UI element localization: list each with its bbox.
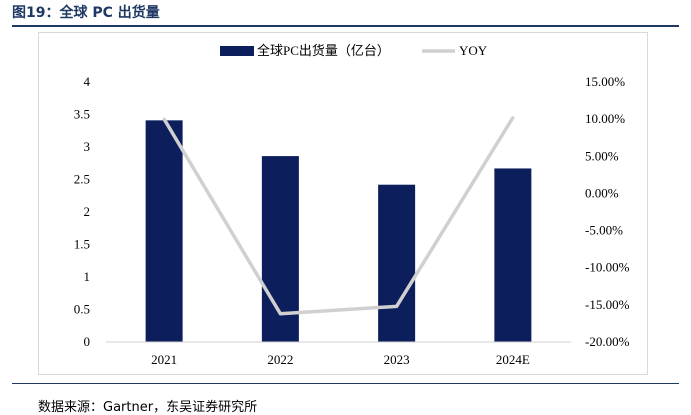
chart: 全球PC出货量（亿台） YOY 0 0.5 1 1.5 2 2.5 3 3.5 4 -20.00%…	[74, 43, 630, 367]
yoy-point	[395, 304, 399, 308]
source-note: 数据来源：Gartner，东吴证券研究所	[38, 400, 258, 415]
left-tick-label: 1.5	[74, 237, 90, 252]
bar-series	[145, 120, 532, 342]
figure-title: 图19：全球 PC 出货量	[12, 5, 160, 21]
bar	[378, 184, 416, 342]
legend-label-bar: 全球PC出货量（亿台）	[257, 43, 390, 58]
left-tick-label: 2.5	[74, 172, 90, 187]
left-tick-label: 3	[84, 139, 91, 154]
bar	[145, 120, 183, 342]
yoy-line	[162, 116, 515, 316]
legend-swatch-bar	[220, 46, 254, 56]
left-axis: 0 0.5 1 1.5 2 2.5 3 3.5 4	[74, 74, 91, 349]
right-tick-label: -5.00%	[585, 223, 623, 238]
yoy-point	[511, 116, 515, 120]
right-tick-label: 10.00%	[585, 111, 625, 126]
x-tick-label: 2023	[384, 352, 410, 367]
source-rule	[12, 383, 679, 384]
legend-label-line: YOY	[459, 43, 488, 58]
right-tick-label: 0.00%	[585, 185, 619, 200]
right-axis: -20.00% -15.00% -10.00% -5.00% 0.00% 5.00% 10.…	[585, 74, 630, 349]
x-tick-label: 2021	[151, 352, 177, 367]
left-tick-label: 3.5	[74, 107, 90, 122]
right-tick-label: -10.00%	[585, 260, 630, 275]
left-tick-label: 4	[84, 74, 91, 89]
title-rule	[12, 25, 679, 27]
yoy-series	[162, 116, 515, 316]
left-tick-label: 0.5	[74, 302, 90, 317]
right-tick-label: 15.00%	[585, 74, 625, 89]
right-tick-label: -20.00%	[585, 334, 630, 349]
left-tick-label: 0	[84, 334, 91, 349]
yoy-point	[162, 117, 166, 121]
x-tick-label: 2022	[267, 352, 293, 367]
chart-frame: 全球PC出货量（亿台） YOY 0 0.5 1 1.5 2 2.5 3 3.5 4 -20.00%…	[38, 32, 648, 375]
x-tick-label: 2024E	[496, 352, 530, 367]
bar	[494, 168, 532, 342]
yoy-point	[278, 312, 282, 316]
legend: 全球PC出货量（亿台） YOY	[220, 43, 488, 58]
left-tick-label: 1	[84, 269, 91, 284]
right-tick-label: -15.00%	[585, 297, 630, 312]
right-tick-label: 5.00%	[585, 148, 619, 163]
x-axis: 2021 2022 2023 2024E	[106, 341, 571, 367]
left-tick-label: 2	[84, 204, 91, 219]
